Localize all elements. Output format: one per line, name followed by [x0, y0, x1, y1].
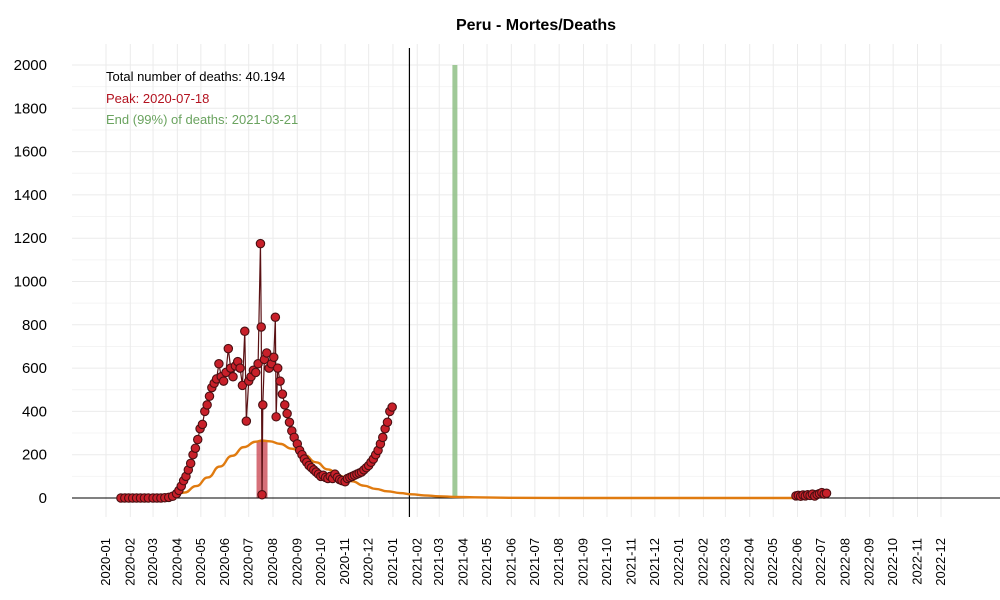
- y-tick-label: 1000: [14, 274, 47, 291]
- data-point: [204, 391, 215, 401]
- data-point: [185, 458, 196, 469]
- data-point: [378, 432, 388, 443]
- x-tick-label: 2022-01: [671, 538, 686, 586]
- peak-annotation: Peak: 2020-07-18: [106, 91, 209, 106]
- y-tick-label: 1200: [14, 230, 47, 247]
- x-tick-label: 2022-02: [695, 538, 710, 586]
- y-tick-label: 1400: [14, 187, 47, 204]
- x-tick-label: 2022-04: [742, 538, 757, 586]
- y-tick-label: 1800: [14, 100, 47, 117]
- y-tick-label: 0: [39, 490, 47, 507]
- data-point: [197, 419, 208, 430]
- x-tick-label: 2020-06: [217, 538, 232, 586]
- x-tick-label: 2021-02: [409, 538, 424, 586]
- data-point: [387, 402, 397, 412]
- y-tick-label: 200: [22, 447, 47, 464]
- data-point: [235, 363, 245, 373]
- fit-curve-layer: [120, 439, 798, 500]
- x-tick-label: 2022-07: [813, 538, 828, 586]
- x-tick-label: 2020-10: [313, 538, 328, 586]
- fit-curve: [120, 439, 798, 500]
- x-tick-label: 2020-09: [289, 538, 304, 586]
- data-point: [192, 434, 203, 445]
- x-tick-label: 2020-12: [361, 538, 376, 586]
- x-tick-label: 2020-05: [193, 538, 208, 586]
- data-point: [275, 376, 285, 386]
- data-point: [270, 312, 281, 322]
- x-tick-label: 2021-01: [385, 538, 400, 586]
- x-tick-label: 2021-09: [575, 538, 590, 586]
- data-point: [382, 417, 393, 427]
- x-tick-label: 2022-12: [933, 538, 948, 586]
- data-point: [228, 372, 238, 382]
- data-point: [240, 326, 250, 337]
- y-tick-label: 400: [22, 403, 47, 420]
- data-point: [251, 367, 261, 378]
- x-tick-label: 2022-05: [765, 538, 780, 586]
- data-point: [258, 400, 268, 410]
- x-tick-label: 2021-03: [431, 538, 446, 586]
- x-tick-label: 2020-08: [265, 538, 280, 586]
- x-tick-label: 2021-08: [551, 538, 566, 586]
- data-point: [257, 490, 267, 500]
- data-point: [261, 348, 272, 358]
- x-tick-label: 2022-09: [862, 538, 877, 586]
- y-tick-labels: 0 200 400 600 800 1000 1200 1400 1600 1800 2000: [14, 57, 47, 507]
- data-point: [214, 359, 224, 369]
- grid: [72, 44, 1000, 517]
- x-tick-label: 2022-06: [790, 538, 805, 586]
- data-point: [218, 376, 229, 386]
- data-point: [256, 322, 266, 332]
- x-tick-label: 2022-03: [717, 538, 732, 586]
- data-point: [255, 238, 266, 249]
- x-tick-label: 2022-08: [837, 538, 852, 586]
- x-tick-label: 2020-02: [122, 538, 137, 586]
- chart-title: Peru - Mortes/Deaths: [456, 17, 616, 34]
- x-tick-label: 2020-07: [241, 538, 256, 586]
- data-point: [821, 488, 832, 498]
- y-tick-label: 600: [22, 360, 47, 377]
- x-tick-label: 2021-07: [527, 538, 542, 586]
- x-tick-label: 2022-10: [885, 538, 900, 586]
- data-point: [223, 343, 234, 354]
- y-tick-label: 2000: [14, 57, 47, 74]
- x-tick-label: 2021-04: [456, 538, 471, 586]
- data-point: [202, 400, 212, 410]
- data-point: [277, 389, 288, 399]
- data-point: [282, 408, 292, 419]
- end-annotation: End (99%) of deaths: 2021-03-21: [106, 112, 298, 127]
- data-point: [271, 412, 281, 422]
- data-point: [190, 443, 201, 453]
- x-tick-label: 2020-04: [169, 538, 184, 586]
- data-point: [269, 352, 279, 363]
- x-tick-label: 2021-06: [503, 538, 518, 586]
- data-point: [280, 400, 290, 410]
- y-tick-label: 800: [22, 317, 47, 334]
- x-tick-label: 2020-11: [337, 538, 352, 585]
- x-tick-label: 2022-11: [909, 538, 924, 585]
- data-point: [272, 363, 283, 373]
- x-tick-label: 2021-12: [647, 538, 662, 586]
- x-tick-labels: 2020-01 2020-02 2020-03 2020-04 2020-05 2020-…: [98, 538, 948, 586]
- x-tick-label: 2021-05: [479, 538, 494, 586]
- total-deaths-annotation: Total number of deaths: 40.194: [106, 69, 285, 84]
- x-tick-label: 2021-10: [599, 538, 614, 586]
- x-tick-label: 2020-03: [145, 538, 160, 586]
- x-tick-label: 2020-01: [98, 538, 113, 586]
- y-tick-label: 1600: [14, 144, 47, 161]
- data-point: [241, 416, 252, 426]
- x-tick-label: 2021-11: [623, 538, 638, 585]
- data-point: [284, 417, 295, 427]
- series-layer: [116, 238, 832, 503]
